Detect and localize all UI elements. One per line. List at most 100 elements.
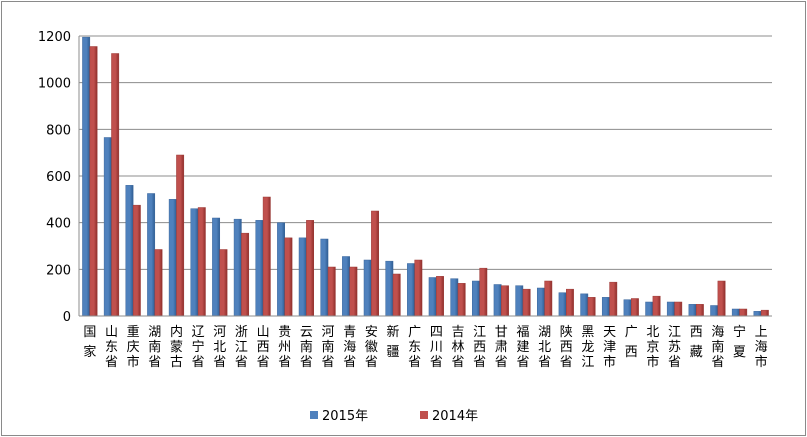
x-tick-label: 河北省 <box>213 325 226 370</box>
bar-series-1 <box>472 280 480 317</box>
y-tick-label: 400 <box>46 217 71 232</box>
x-tick-label: 广 西 <box>625 325 638 360</box>
x-tick-label: 湖北省 <box>538 325 551 370</box>
x-tick-label: 新 疆 <box>387 324 400 360</box>
bar-series-1 <box>666 301 675 317</box>
y-tick-label: 0 <box>63 310 71 325</box>
x-tick-label: 广东省 <box>408 325 421 370</box>
y-tick-label: 1200 <box>38 30 71 45</box>
bar-series-2 <box>414 259 423 317</box>
bar-series-2 <box>176 154 185 317</box>
bar-series-1 <box>255 220 264 317</box>
bar-series-2 <box>652 295 661 317</box>
bar-series-2 <box>89 46 98 317</box>
bar-series-1 <box>515 285 524 317</box>
legend-label: 2015年 <box>322 409 368 424</box>
bar-series-1 <box>623 299 632 317</box>
bar-series-2 <box>717 280 726 317</box>
bar-series-1 <box>168 199 177 317</box>
bar-series-1 <box>233 218 242 317</box>
bar-series-2 <box>544 280 553 317</box>
x-tick-label: 吉林省 <box>451 325 464 370</box>
x-tick-label: 湖南省 <box>148 325 161 370</box>
x-tick-label: 内蒙古 <box>170 324 183 370</box>
bar-series-1 <box>407 263 415 317</box>
bar-series-2 <box>219 249 228 317</box>
x-tick-label: 安徽省 <box>365 325 378 370</box>
x-tick-label: 山西省 <box>257 325 270 370</box>
x-tick-label: 云南省 <box>300 325 313 370</box>
bar-series-1 <box>580 293 589 317</box>
legend-swatch <box>420 411 428 419</box>
bar-series-1 <box>363 259 372 317</box>
bar-series-1 <box>428 277 437 317</box>
legend-label: 2014年 <box>432 409 478 424</box>
bar-series-2 <box>349 266 358 317</box>
y-tick-label: 200 <box>46 263 71 278</box>
x-tick-label: 河南省 <box>322 325 335 370</box>
x-tick-label: 贵州省 <box>278 325 291 370</box>
bar-series-2 <box>501 285 509 317</box>
x-tick-label: 甘肃省 <box>495 325 508 370</box>
bar-series-1 <box>82 36 91 317</box>
x-tick-label: 江苏省 <box>668 325 681 370</box>
bar-series-1 <box>536 287 545 317</box>
x-tick-label: 北京市 <box>646 325 659 370</box>
bar-series-1 <box>212 217 221 317</box>
bar-series-1 <box>601 297 610 317</box>
x-tick-label: 辽宁省 <box>192 325 205 370</box>
bar-series-1 <box>710 305 719 317</box>
bar-series-1 <box>103 137 112 317</box>
bar-series-2 <box>111 53 120 317</box>
x-tick-label: 山东省 <box>105 325 118 370</box>
bar-series-2 <box>630 298 639 317</box>
bar-series-1 <box>298 237 307 317</box>
bar-series-1 <box>753 311 762 317</box>
x-tick-label: 福建省 <box>516 325 529 370</box>
bar-series-2 <box>154 249 163 317</box>
bar-series-1 <box>277 222 285 317</box>
x-tick-label: 宁 夏 <box>733 324 746 360</box>
x-tick-label: 黑龙江 <box>581 325 594 370</box>
bar-series-2 <box>241 232 250 317</box>
bar-series-2 <box>587 297 596 317</box>
x-tick-label: 重庆市 <box>127 324 140 370</box>
y-tick-label: 600 <box>46 170 71 185</box>
bar-series-1 <box>190 208 199 317</box>
x-tick-label: 江西省 <box>473 325 486 370</box>
bar-series-2 <box>609 281 618 317</box>
bar-series-1 <box>342 256 350 317</box>
x-tick-label: 陕西省 <box>560 325 573 370</box>
bar-series-1 <box>731 308 740 317</box>
bar-series-1 <box>645 301 654 317</box>
bar-series-2 <box>132 204 141 317</box>
bar-series-2 <box>739 308 748 317</box>
x-tick-label: 国 家 <box>83 325 96 360</box>
bar-series-1 <box>385 260 394 317</box>
bar-series-2 <box>479 267 488 317</box>
x-tick-label: 浙江省 <box>235 325 248 370</box>
bar-series-2 <box>392 273 401 317</box>
x-tick-label: 青海省 <box>343 325 356 370</box>
x-tick-label: 西 藏 <box>690 325 703 360</box>
bar-series-1 <box>147 193 156 317</box>
x-tick-label: 上海市 <box>755 325 768 370</box>
bar-series-1 <box>493 284 502 317</box>
bar-series-2 <box>284 237 293 317</box>
bar-series-2 <box>436 276 444 317</box>
bar-series-1 <box>320 238 329 317</box>
bar-series-2 <box>457 283 466 317</box>
bar-series-1 <box>125 185 134 317</box>
bar-series-1 <box>558 292 567 317</box>
x-tick-label: 天津市 <box>603 325 616 370</box>
legend-swatch <box>310 411 318 419</box>
bar-series-2 <box>695 304 704 317</box>
x-tick-label: 四川省 <box>430 325 443 370</box>
bar-series-2 <box>327 266 336 317</box>
bar-series-1 <box>688 304 697 317</box>
y-tick-label: 800 <box>46 123 71 138</box>
bar-series-2 <box>262 196 271 317</box>
bar-series-2 <box>760 309 769 317</box>
